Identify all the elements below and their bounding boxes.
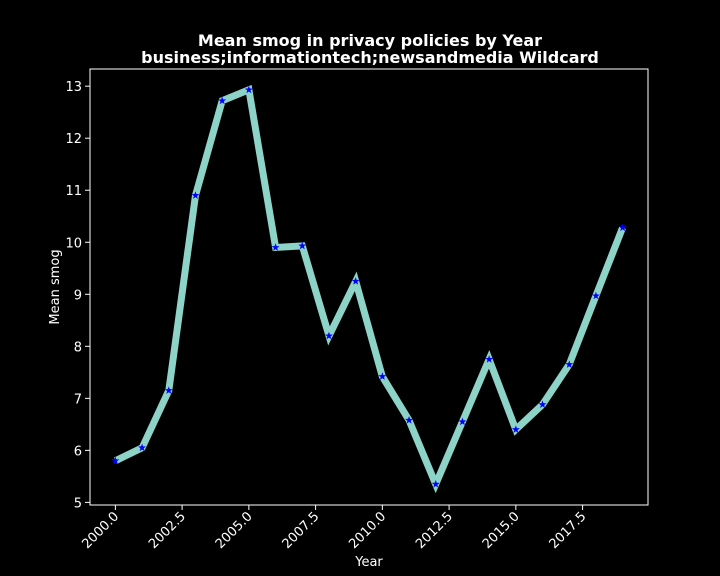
y-tick-label: 7 xyxy=(74,392,82,407)
x-tick-label: 2010.0 xyxy=(346,509,389,552)
data-point xyxy=(378,372,387,380)
x-tick-label: 2017.5 xyxy=(547,509,590,552)
data-point xyxy=(431,479,440,488)
data-point xyxy=(271,243,280,251)
y-axis-label: Mean smog xyxy=(48,249,63,324)
x-tick-label: 2015.0 xyxy=(480,509,523,552)
y-tick-label: 11 xyxy=(65,184,82,199)
data-point xyxy=(618,223,627,232)
x-tick-label: 2012.5 xyxy=(413,509,456,552)
data-point xyxy=(218,96,227,105)
x-axis-label: Year xyxy=(354,555,383,570)
data-point xyxy=(138,443,147,452)
y-tick-label: 9 xyxy=(74,288,82,303)
data-point xyxy=(111,456,120,465)
data-point xyxy=(458,417,467,426)
chart-subtitle: business;informationtech;newsandmedia Wi… xyxy=(141,48,599,67)
data-point xyxy=(485,355,494,363)
x-tick-label: 2000.0 xyxy=(79,509,122,552)
y-axis: 5 6 7 8 9 10 11 12 13 xyxy=(65,80,90,511)
data-point xyxy=(351,277,360,285)
data-point xyxy=(538,400,547,408)
data-point xyxy=(591,291,600,300)
y-tick-label: 6 xyxy=(74,444,82,459)
x-tick-label: 2007.5 xyxy=(280,509,323,552)
x-axis: 2000.0 2002.5 2005.0 2007.5 2010.0 2012.5 2015… xyxy=(79,505,589,552)
y-tick-label: 8 xyxy=(74,340,82,355)
series-line xyxy=(113,84,626,494)
y-tick-label: 5 xyxy=(74,496,82,511)
data-point xyxy=(164,386,173,394)
data-point xyxy=(324,331,333,340)
data-point xyxy=(565,360,574,368)
data-point xyxy=(298,241,307,250)
plot-frame xyxy=(89,68,649,506)
y-tick-label: 13 xyxy=(65,80,82,95)
data-point xyxy=(191,191,200,199)
y-tick-label: 10 xyxy=(65,236,82,251)
series-group xyxy=(111,84,627,494)
data-point xyxy=(511,425,520,433)
chart-title: Mean smog in privacy policies by Year xyxy=(198,31,542,50)
data-point xyxy=(244,85,253,94)
x-tick-label: 2002.5 xyxy=(146,509,189,552)
x-tick-label: 2005.0 xyxy=(213,509,256,552)
data-point xyxy=(405,415,414,424)
y-tick-label: 12 xyxy=(65,132,82,147)
